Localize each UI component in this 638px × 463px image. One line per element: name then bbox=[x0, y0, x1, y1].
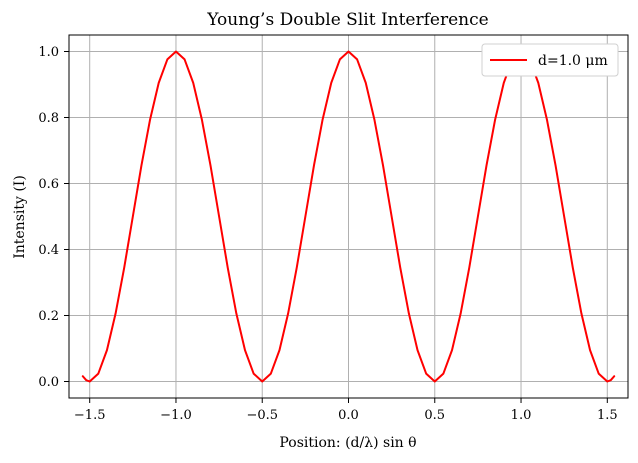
y-tick-label: 0.2 bbox=[38, 309, 59, 324]
y-tick-label: 0.4 bbox=[38, 243, 59, 258]
x-tick-label: 1.5 bbox=[597, 408, 618, 423]
x-tick-layer: −1.5 −1.0 −0.5 0.0 0.5 1.0 1.5 bbox=[74, 398, 618, 423]
grid-layer bbox=[69, 35, 628, 398]
chart-legend: d=1.0 μm bbox=[481, 43, 619, 77]
y-tick-layer: 0.0 0.2 0.4 0.6 0.8 1.0 bbox=[38, 45, 69, 390]
x-tick-label: −1.0 bbox=[160, 408, 192, 423]
chart-title: Young’s Double Slit Interference bbox=[206, 10, 488, 30]
y-tick-label: 0.8 bbox=[38, 111, 59, 126]
legend-box bbox=[481, 43, 619, 77]
x-axis-label: Position: (d/λ) sin θ bbox=[279, 435, 416, 451]
y-tick-label: 1.0 bbox=[38, 45, 59, 60]
y-axis-label: Intensity (I) bbox=[12, 175, 28, 259]
x-tick-label: 0.0 bbox=[338, 408, 359, 423]
x-tick-label: 1.0 bbox=[511, 408, 532, 423]
legend-series-label: d=1.0 μm bbox=[538, 53, 608, 69]
x-tick-label: −0.5 bbox=[246, 408, 278, 423]
y-tick-label: 0.6 bbox=[38, 177, 59, 192]
x-tick-label: −1.5 bbox=[74, 408, 106, 423]
x-tick-label: 0.5 bbox=[424, 408, 445, 423]
y-tick-label: 0.0 bbox=[38, 375, 59, 390]
